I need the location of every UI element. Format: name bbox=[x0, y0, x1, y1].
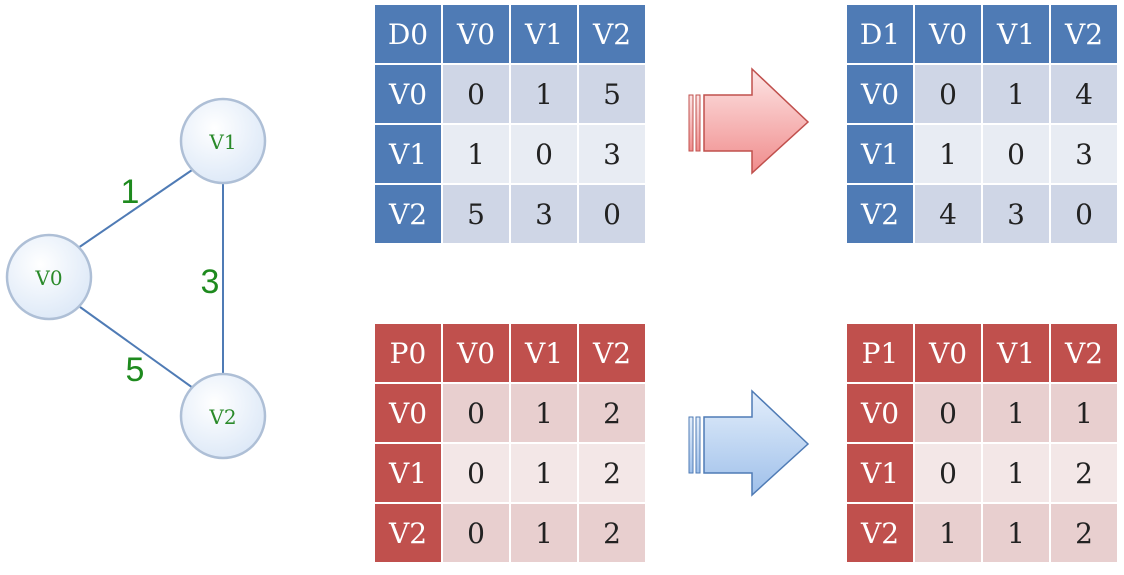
matrix-cell: 2 bbox=[1051, 504, 1117, 562]
row-header: V2 bbox=[375, 504, 441, 562]
matrix-cell: 3 bbox=[579, 125, 645, 183]
edge-v0-v2 bbox=[79, 306, 194, 389]
row-header: V2 bbox=[847, 504, 913, 562]
matrix-cell: 0 bbox=[915, 384, 981, 442]
matrix-cell: 0 bbox=[915, 444, 981, 502]
matrix-corner-label: P0 bbox=[375, 324, 441, 382]
matrix-cell: 0 bbox=[443, 444, 509, 502]
row-header: V1 bbox=[847, 444, 913, 502]
matrix-cell: 1 bbox=[511, 384, 577, 442]
column-header: V2 bbox=[1051, 5, 1117, 63]
column-header: V1 bbox=[511, 324, 577, 382]
matrix-cell: 1 bbox=[915, 125, 981, 183]
matrix-cell: 5 bbox=[443, 185, 509, 243]
column-header: V1 bbox=[511, 5, 577, 63]
matrix-cell: 2 bbox=[579, 444, 645, 502]
node-v1: V1 bbox=[179, 97, 267, 185]
matrix-p0: P0 V0 V1 V2 V0 0 1 2 V1 0 1 2 V2 0 1 2 bbox=[373, 322, 647, 564]
column-header: V2 bbox=[579, 324, 645, 382]
column-header: V1 bbox=[983, 324, 1049, 382]
matrix-cell: 0 bbox=[511, 125, 577, 183]
edge-v0-v1 bbox=[77, 167, 196, 249]
matrix-cell: 0 bbox=[443, 504, 509, 562]
node-label-v2: V2 bbox=[208, 405, 236, 429]
matrix-cell: 2 bbox=[579, 384, 645, 442]
matrix-cell: 0 bbox=[1051, 185, 1117, 243]
matrix-corner-label: P1 bbox=[847, 324, 913, 382]
row-header: V1 bbox=[375, 125, 441, 183]
row-header: V0 bbox=[375, 65, 441, 123]
node-v0: V0 bbox=[5, 233, 93, 321]
row-header: V2 bbox=[375, 185, 441, 243]
matrix-cell: 1 bbox=[1051, 384, 1117, 442]
row-header: V1 bbox=[847, 125, 913, 183]
node-v2: V2 bbox=[179, 372, 267, 460]
edge-weight-v1-v2: 3 bbox=[201, 263, 220, 301]
column-header: V2 bbox=[1051, 324, 1117, 382]
matrix-cell: 0 bbox=[579, 185, 645, 243]
matrix-cell: 4 bbox=[915, 185, 981, 243]
matrix-cell: 1 bbox=[511, 504, 577, 562]
matrix-cell: 2 bbox=[579, 504, 645, 562]
matrix-cell: 1 bbox=[511, 65, 577, 123]
matrix-p1: P1 V0 V1 V2 V0 0 1 1 V1 0 1 2 V2 1 1 2 bbox=[845, 322, 1119, 564]
column-header: V0 bbox=[915, 5, 981, 63]
matrix-cell: 0 bbox=[983, 125, 1049, 183]
matrix-cell: 1 bbox=[983, 444, 1049, 502]
arrow-right-icon bbox=[688, 389, 810, 497]
edge-weight-v0-v2: 5 bbox=[126, 351, 145, 389]
matrix-cell: 1 bbox=[443, 125, 509, 183]
matrix-cell: 1 bbox=[511, 444, 577, 502]
row-header: V0 bbox=[847, 384, 913, 442]
row-header: V1 bbox=[375, 444, 441, 502]
matrix-cell: 0 bbox=[915, 65, 981, 123]
matrix-cell: 5 bbox=[579, 65, 645, 123]
matrix-cell: 4 bbox=[1051, 65, 1117, 123]
column-header: V0 bbox=[915, 324, 981, 382]
graph-diagram: 1 3 5 V1 V0 V2 bbox=[5, 97, 267, 460]
column-header: V1 bbox=[983, 5, 1049, 63]
row-header: V0 bbox=[375, 384, 441, 442]
matrix-corner-label: D1 bbox=[847, 5, 913, 63]
column-header: V0 bbox=[443, 5, 509, 63]
matrix-cell: 3 bbox=[983, 185, 1049, 243]
matrix-cell: 1 bbox=[983, 65, 1049, 123]
matrix-cell: 0 bbox=[443, 384, 509, 442]
row-header: V0 bbox=[847, 65, 913, 123]
edge-weight-v0-v1: 1 bbox=[121, 173, 140, 211]
matrix-cell: 3 bbox=[511, 185, 577, 243]
matrix-cell: 1 bbox=[983, 504, 1049, 562]
row-header: V2 bbox=[847, 185, 913, 243]
node-label-v0: V0 bbox=[34, 266, 62, 290]
column-header: V2 bbox=[579, 5, 645, 63]
matrix-cell: 2 bbox=[1051, 444, 1117, 502]
matrix-cell: 1 bbox=[915, 504, 981, 562]
matrix-corner-label: D0 bbox=[375, 5, 441, 63]
column-header: V0 bbox=[443, 324, 509, 382]
matrix-cell: 1 bbox=[983, 384, 1049, 442]
matrix-d1: D1 V0 V1 V2 V0 0 1 4 V1 1 0 3 V2 4 3 0 bbox=[845, 3, 1119, 245]
matrix-d0: D0 V0 V1 V2 V0 0 1 5 V1 1 0 3 V2 5 3 0 bbox=[373, 3, 647, 245]
matrix-cell: 0 bbox=[443, 65, 509, 123]
matrix-cell: 3 bbox=[1051, 125, 1117, 183]
arrow-right-icon bbox=[688, 67, 810, 175]
node-label-v1: V1 bbox=[208, 130, 236, 154]
